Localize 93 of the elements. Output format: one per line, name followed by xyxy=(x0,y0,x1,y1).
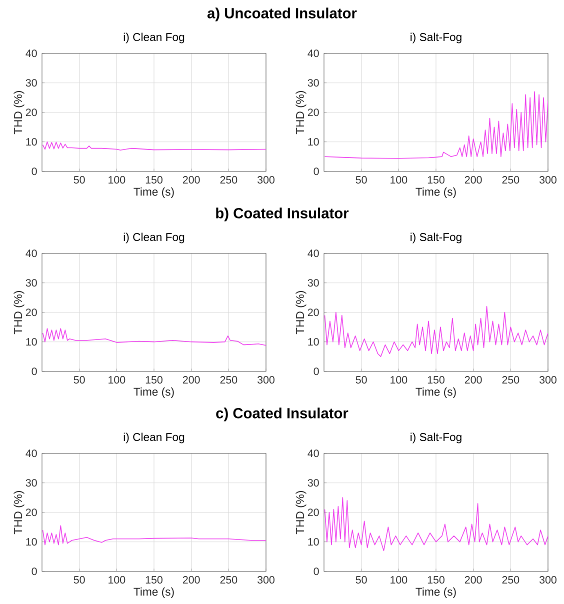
y-tick-label: 40 xyxy=(308,250,319,258)
x-tick-label: 150 xyxy=(146,376,162,384)
y-tick-label: 0 xyxy=(314,568,319,576)
chart-subtitle: i) Salt-Fog xyxy=(410,232,462,244)
chart-title: c) Coated Insulator xyxy=(216,408,348,422)
y-tick-label: 0 xyxy=(314,368,319,376)
y-tick-label: 20 xyxy=(308,508,319,516)
x-tick-label: 50 xyxy=(356,176,367,184)
x-tick-label: 100 xyxy=(108,576,126,584)
y-tick-label: 40 xyxy=(308,450,319,458)
y-axis-title: THD (%) xyxy=(296,491,306,534)
x-tick-label: 250 xyxy=(220,576,238,584)
y-tick-label: 30 xyxy=(26,279,37,287)
line-series xyxy=(324,306,548,357)
y-tick-label: 20 xyxy=(308,308,319,316)
x-tick-label: 250 xyxy=(220,376,238,384)
x-tick-label: 50 xyxy=(356,576,367,584)
x-tick-label: 300 xyxy=(539,176,556,184)
x-tick-label: 250 xyxy=(502,576,520,584)
x-axis-title: Time (s) xyxy=(416,387,456,398)
line-series xyxy=(42,141,266,150)
x-axis-title: Time (s) xyxy=(416,187,456,198)
y-tick-label: 40 xyxy=(26,50,37,58)
x-tick-label: 100 xyxy=(390,576,408,584)
y-tick-label: 10 xyxy=(308,538,319,546)
x-tick-label: 50 xyxy=(74,176,85,184)
x-tick-label: 100 xyxy=(108,176,126,184)
x-tick-label: 200 xyxy=(464,376,482,384)
y-tick-label: 10 xyxy=(308,138,319,146)
x-tick-label: 150 xyxy=(428,376,444,384)
chart-subtitle: i) Salt-Fog xyxy=(410,432,462,444)
x-tick-label: 200 xyxy=(182,576,200,584)
chart-title: a) Uncoated Insulator xyxy=(207,8,357,22)
x-tick-label: 150 xyxy=(146,576,162,584)
y-tick-label: 10 xyxy=(26,538,37,546)
chart-subtitle: i) Clean Fog xyxy=(124,32,184,44)
y-tick-label: 10 xyxy=(26,138,37,146)
x-tick-label: 150 xyxy=(146,176,162,184)
chart-title: b) Coated Insulator xyxy=(216,208,349,222)
x-tick-label: 200 xyxy=(182,376,200,384)
y-tick-label: 0 xyxy=(32,368,37,376)
x-tick-label: 50 xyxy=(356,376,367,384)
x-tick-label: 100 xyxy=(390,176,408,184)
y-tick-label: 0 xyxy=(32,568,37,576)
y-tick-label: 40 xyxy=(26,450,37,458)
x-tick-label: 150 xyxy=(428,176,444,184)
y-tick-label: 30 xyxy=(26,479,37,487)
y-tick-label: 20 xyxy=(308,108,319,116)
x-tick-label: 100 xyxy=(108,376,126,384)
y-axis-title: THD (%) xyxy=(14,91,24,134)
y-tick-label: 20 xyxy=(26,108,37,116)
y-axis-title: THD (%) xyxy=(14,291,24,334)
x-tick-label: 300 xyxy=(257,176,274,184)
y-tick-label: 0 xyxy=(32,168,37,176)
y-tick-label: 10 xyxy=(308,338,319,346)
chart-subtitle: i) Salt-Fog xyxy=(410,32,462,44)
y-tick-label: 30 xyxy=(26,79,37,87)
y-tick-label: 20 xyxy=(26,508,37,516)
chart-subtitle: i) Clean Fog xyxy=(124,432,184,444)
x-tick-label: 200 xyxy=(464,176,482,184)
x-tick-label: 100 xyxy=(390,376,408,384)
y-axis-title: THD (%) xyxy=(296,91,306,134)
y-tick-label: 40 xyxy=(26,250,37,258)
x-tick-label: 300 xyxy=(257,376,274,384)
x-axis-title: Time (s) xyxy=(134,587,174,598)
y-axis-title: THD (%) xyxy=(296,291,306,334)
line-series xyxy=(42,525,266,546)
line-series xyxy=(324,497,548,552)
x-tick-label: 300 xyxy=(539,376,556,384)
x-axis-title: Time (s) xyxy=(416,587,456,598)
y-tick-label: 30 xyxy=(308,479,319,487)
y-tick-label: 30 xyxy=(308,79,319,87)
line-series xyxy=(42,328,266,346)
x-tick-label: 50 xyxy=(74,376,85,384)
x-axis-title: Time (s) xyxy=(134,387,174,398)
x-tick-label: 50 xyxy=(74,576,85,584)
x-tick-label: 300 xyxy=(257,576,274,584)
x-tick-label: 250 xyxy=(220,176,238,184)
chart-subtitle: i) Clean Fog xyxy=(124,232,184,244)
x-tick-label: 150 xyxy=(428,576,444,584)
y-tick-label: 40 xyxy=(308,50,319,58)
y-tick-label: 0 xyxy=(314,168,319,176)
y-tick-label: 20 xyxy=(26,308,37,316)
x-tick-label: 200 xyxy=(182,176,200,184)
y-tick-label: 10 xyxy=(26,338,37,346)
x-tick-label: 300 xyxy=(539,576,556,584)
y-axis-title: THD (%) xyxy=(14,491,24,534)
line-series xyxy=(324,91,548,159)
x-tick-label: 250 xyxy=(502,176,520,184)
y-tick-label: 30 xyxy=(308,279,319,287)
x-tick-label: 250 xyxy=(502,376,520,384)
x-tick-label: 200 xyxy=(464,576,482,584)
x-axis-title: Time (s) xyxy=(134,187,174,198)
